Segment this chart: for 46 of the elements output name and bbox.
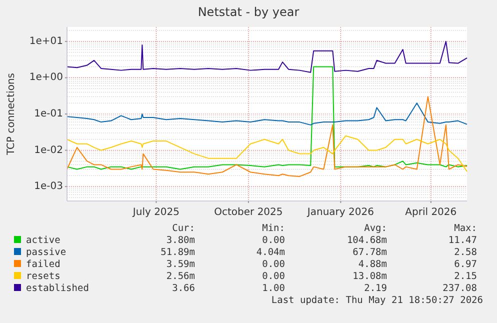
legend-label: passive (26, 247, 66, 258)
text: 3.66 (172, 283, 196, 294)
text: Last update: Thu May 21 18:50:27 2026 (271, 295, 484, 306)
text: 2.15 (454, 271, 477, 282)
text: 237.08 (442, 283, 478, 294)
y-tick-label: 1e-02 (34, 144, 63, 156)
chart-title: Netstat - by year (198, 5, 300, 19)
text: 13.08m (352, 271, 388, 282)
text: 104.68m (346, 235, 388, 246)
line-series (66, 102, 468, 126)
text: 67.78m (352, 247, 388, 258)
text: 3.59m (166, 259, 196, 270)
text: 2.58 (454, 247, 478, 258)
text: 2.56m (166, 271, 196, 282)
x-tick-label: January 2026 (306, 207, 374, 218)
y-tick-label: 1e-01 (34, 108, 63, 120)
text: 0.00 (262, 271, 286, 282)
x-tick-label: July 2025 (132, 207, 180, 218)
text: 4.04m (256, 247, 286, 258)
text: Cur: (172, 223, 195, 234)
x-tick-label: April 2026 (405, 207, 457, 218)
text: Avg: (364, 223, 387, 234)
legend-label: active (26, 235, 61, 246)
y-tick-label: 1e+01 (29, 36, 63, 47)
y-tick-label: 1e-03 (34, 181, 63, 192)
text: 2.19 (364, 283, 388, 294)
text: 0.00 (262, 259, 286, 270)
line-series (66, 135, 468, 172)
text: 3.80m (166, 235, 196, 246)
text: 11.47 (448, 235, 477, 246)
legend-label: failed (26, 259, 60, 270)
text: Max: (454, 223, 477, 234)
text: 6.97 (454, 259, 477, 270)
y-axis-title: TCP connections (6, 72, 17, 156)
line-series (66, 66, 468, 170)
line-series (66, 96, 468, 177)
text: 0.00 (262, 235, 286, 246)
text: 51.89m (160, 247, 196, 258)
line-series (66, 40, 468, 73)
text: 4.88m (358, 259, 388, 270)
text: Min: (262, 223, 285, 234)
text: 1.00 (262, 283, 286, 294)
legend-label: established (26, 283, 89, 294)
legend-label: resets (26, 271, 60, 282)
x-tick-label: October 2025 (214, 207, 283, 218)
y-tick-label: 1e+00 (29, 72, 63, 84)
